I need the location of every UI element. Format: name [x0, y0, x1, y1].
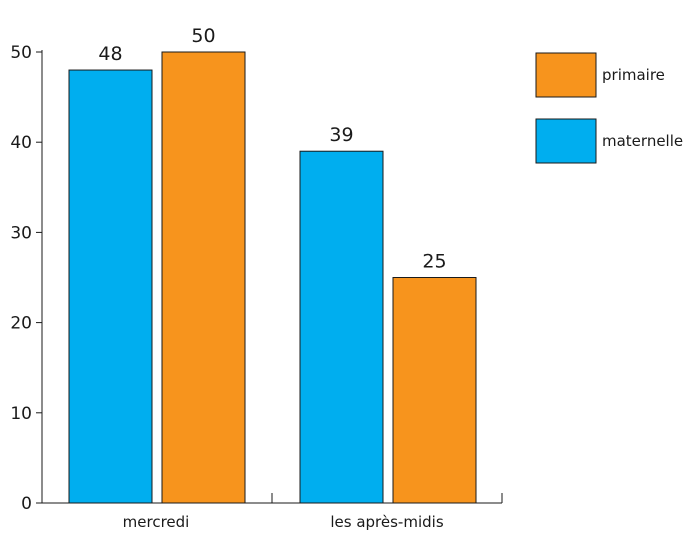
y-tick-label: 20 — [10, 314, 32, 334]
bar-primaire-1 — [392, 277, 477, 504]
data-label: 25 — [422, 251, 446, 273]
y-tick-label: 30 — [10, 223, 32, 243]
x-category-label: les après-midis — [330, 513, 443, 531]
bar-maternelle-1 — [299, 150, 384, 504]
x-category-label: mercredi — [123, 513, 190, 531]
x-axis: mercredi les après-midis — [42, 493, 503, 531]
data-label: 50 — [191, 25, 215, 47]
legend-label-primaire: primaire — [602, 66, 665, 84]
bar-maternelle-0 — [68, 69, 153, 504]
y-tick-label: 50 — [10, 43, 32, 63]
bars — [68, 51, 477, 504]
y-tick-label: 10 — [10, 404, 32, 424]
y-tick-label: 0 — [21, 494, 32, 514]
y-tick-label: 40 — [10, 133, 32, 153]
legend-swatch-primaire — [535, 52, 597, 98]
data-label: 48 — [98, 43, 122, 65]
legend-label-maternelle: maternelle — [602, 132, 683, 150]
data-label: 39 — [329, 124, 353, 146]
y-axis: 0 10 20 30 40 50 — [10, 43, 43, 514]
bar-primaire-0 — [161, 51, 246, 504]
data-labels: 48 50 39 25 — [98, 25, 446, 273]
legend: primaire maternelle — [535, 52, 683, 164]
legend-swatch-maternelle — [535, 118, 597, 164]
